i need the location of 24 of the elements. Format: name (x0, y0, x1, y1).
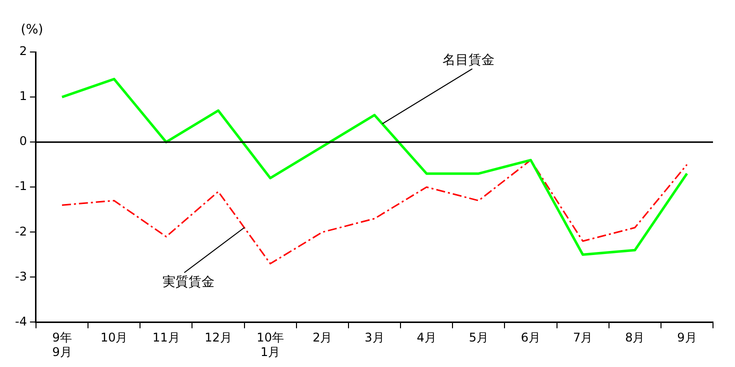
x-tick-label: 8月 (625, 330, 645, 345)
x-tick-label: 7月 (572, 330, 593, 345)
y-tick-label: -1 (14, 179, 27, 194)
y-tick-label: 2 (19, 44, 27, 58)
line-series (61, 159, 688, 264)
x-tick-label: 9月 (677, 330, 697, 345)
x-tick-label: 11月 (152, 330, 180, 345)
x-tick-label: 9年 9月 (52, 330, 72, 359)
y-tick-label: -3 (14, 269, 27, 284)
x-tick-label: 10月 (100, 330, 128, 345)
y-tick-label: 0 (19, 134, 27, 148)
y-tick-label: -2 (14, 224, 27, 238)
y-tick-label: -4 (14, 314, 27, 328)
x-tick-label: 5月 (468, 330, 488, 345)
x-tick-label: 12月 (204, 330, 232, 345)
x-tick-label: 2月 (312, 330, 332, 345)
x-tick-label: 6月 (520, 330, 541, 345)
text: 名目賃金 (442, 53, 494, 68)
x-tick-label: 4月 (416, 330, 436, 345)
x-tick-label: 3月 (364, 330, 384, 345)
text: 実質賃金 (162, 274, 214, 290)
y-tick-label: 1 (19, 89, 27, 104)
x-tick-label: 10年 1月 (256, 330, 284, 359)
y-axis-title: (%) (20, 22, 44, 38)
